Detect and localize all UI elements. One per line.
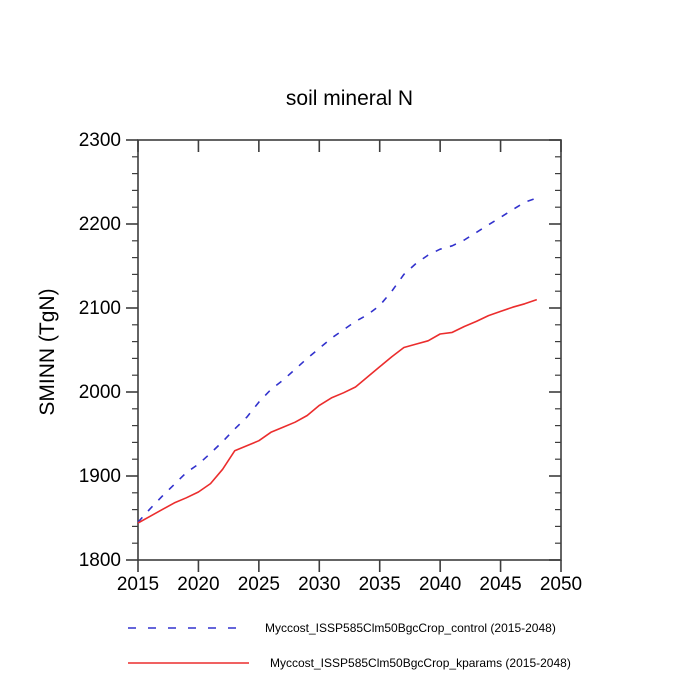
y-tick-label: 2200 [79, 214, 121, 235]
x-tick-label: 2035 [359, 574, 401, 595]
series-line-kparams [137, 298, 538, 524]
x-tick-label: 2020 [177, 574, 219, 595]
y-tick-label: 2100 [79, 298, 121, 319]
x-tick-label: 2025 [238, 574, 280, 595]
plot-box [137, 139, 562, 561]
y-tick-label: 1800 [79, 550, 121, 571]
series-line-control [137, 197, 538, 523]
x-tick-label: 2050 [540, 574, 582, 595]
x-tick-label: 2045 [479, 574, 521, 595]
y-tick-label: 2000 [79, 382, 121, 403]
chart-title: soil mineral N [285, 87, 414, 110]
x-tick-label: 2030 [298, 574, 340, 595]
y-tick-label: 1900 [79, 466, 121, 487]
x-tick-label: 2015 [117, 574, 159, 595]
y-tick-label: 2300 [79, 130, 121, 151]
x-tick-label: 2040 [419, 574, 461, 595]
